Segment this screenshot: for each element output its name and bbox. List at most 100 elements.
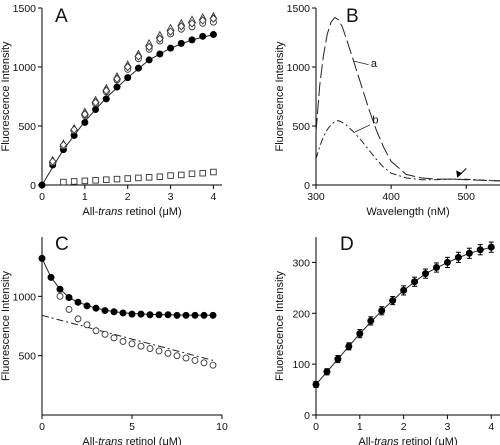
data-point-filled-circle (155, 311, 163, 319)
x-tick-label: 500 (457, 191, 475, 203)
y-axis-title: Fluorescence Intensity (274, 270, 286, 381)
y-tick-label: 500 (18, 351, 36, 363)
data-point-open-diamond (81, 109, 89, 119)
data-point-filled-circle (81, 118, 89, 126)
data-point-open-square (188, 170, 196, 178)
x-tick-label: 300 (307, 191, 325, 203)
y-tick-label: 500 (292, 121, 310, 133)
data-point-filled-circle (145, 56, 153, 64)
data-point-filled-circle (38, 254, 46, 262)
data-point-filled-circle (124, 74, 132, 82)
data-point-open-circle (209, 361, 217, 369)
data-point-filled-circle (92, 105, 100, 113)
data-point-open-circle (164, 349, 172, 357)
data-point-open-diamond (177, 22, 186, 31)
data-point-filled-circle-errorbar (345, 342, 353, 350)
x-axis-title-suffix: retinol (μM) (399, 436, 458, 445)
data-point-filled-circle (167, 44, 175, 52)
data-point-filled-circle (110, 308, 118, 316)
data-point-filled-circle (65, 294, 73, 302)
data-point-filled-circle (128, 310, 136, 318)
data-point-filled-circle (102, 95, 110, 103)
data-point-filled-circle (199, 32, 207, 40)
data-point-filled-circle-errorbar (432, 264, 440, 272)
y-tick-label: 0 (30, 180, 36, 192)
data-point-open-diamond (166, 27, 175, 36)
data-point-filled-circle (38, 181, 46, 189)
y-axis-title: Fluorescence Intensity (0, 41, 12, 152)
y-tick-label: 1000 (287, 62, 311, 74)
data-point-filled-circle-errorbar (334, 355, 342, 363)
data-point-filled-circle (83, 302, 91, 310)
data-point-open-square (156, 173, 164, 180)
y-axis-title: Fluorescence Intensity (274, 41, 286, 152)
panel-a: 0 1 2 3 4 0 500 1000 1500 Fluorescence Intensity A… (0, 3, 222, 218)
data-point-filled-circle (156, 50, 164, 58)
x-axis-title-italic: trans (374, 436, 399, 445)
panel-letter: A (55, 6, 68, 27)
data-point-filled-circle (200, 311, 208, 319)
data-point-filled-circle (173, 311, 181, 319)
x-axis-title-prefix: All- (358, 436, 374, 445)
data-point-open-circle (56, 292, 64, 300)
data-point-filled-circle (137, 310, 145, 318)
data-point-filled-circle (113, 83, 121, 91)
data-point-filled-circle-errorbar (400, 286, 408, 294)
data-point-open-square (199, 169, 206, 177)
data-point-open-diamond (113, 74, 121, 84)
data-point-open-circle (146, 345, 154, 352)
data-point-filled-circle (209, 31, 217, 39)
data-point-filled-circle-errorbar (323, 368, 331, 376)
data-point-open-circle (101, 330, 109, 338)
y-tick-label: 1500 (287, 3, 311, 15)
series-line-a (315, 16, 500, 182)
series-label-a: a (371, 58, 378, 70)
x-tick-label: 10 (216, 421, 228, 433)
data-point-open-square (145, 174, 153, 181)
data-point-filled-circle (182, 311, 190, 319)
y-tick-label: 0 (304, 410, 310, 422)
data-point-open-square (210, 168, 217, 176)
panel-letter: D (340, 234, 354, 255)
y-tick-label: 200 (292, 308, 310, 320)
data-point-filled-circle (164, 311, 172, 319)
panel-letter: C (55, 234, 69, 255)
x-tick-label: 5 (129, 421, 135, 433)
data-point-filled-circle (191, 311, 199, 319)
fit-curve (315, 246, 492, 385)
data-point-filled-circle (74, 298, 82, 306)
data-point-open-square (113, 175, 121, 183)
x-tick-label: 1 (82, 191, 88, 203)
data-point-filled-circle-errorbar (487, 243, 495, 251)
data-point-filled-circle (146, 311, 154, 319)
data-point-open-diamond (209, 14, 218, 23)
x-axis-title-prefix: All- (82, 436, 98, 445)
series-line-b (315, 120, 500, 182)
x-axis-title-suffix: retinol (μM) (123, 436, 182, 445)
data-point-open-square (167, 172, 174, 179)
data-point-open-circle (65, 305, 73, 313)
data-point-open-square (60, 178, 67, 186)
x-tick-label: 1 (357, 421, 363, 433)
data-point-open-circle (110, 334, 118, 342)
data-point-open-square (135, 174, 142, 182)
data-point-open-square (124, 175, 131, 182)
data-point-open-diamond (48, 157, 57, 166)
data-point-open-diamond (59, 140, 68, 150)
data-point-open-circle (83, 321, 91, 329)
data-point-filled-circle (188, 36, 196, 44)
y-tick-label: 1500 (13, 3, 37, 15)
data-point-open-circle (128, 340, 136, 348)
x-axis-title-italic: trans (98, 436, 123, 445)
fit-curve (41, 34, 214, 186)
data-point-open-diamond (145, 42, 153, 52)
data-point-filled-circle (56, 285, 64, 293)
data-point-filled-circle (101, 307, 109, 315)
y-tick-label: 500 (18, 121, 36, 133)
data-point-filled-circle-errorbar (476, 246, 484, 254)
data-point-filled-circle-errorbar (367, 317, 375, 325)
x-tick-label: 3 (445, 421, 451, 433)
data-point-filled-circle-errorbar (411, 278, 419, 286)
